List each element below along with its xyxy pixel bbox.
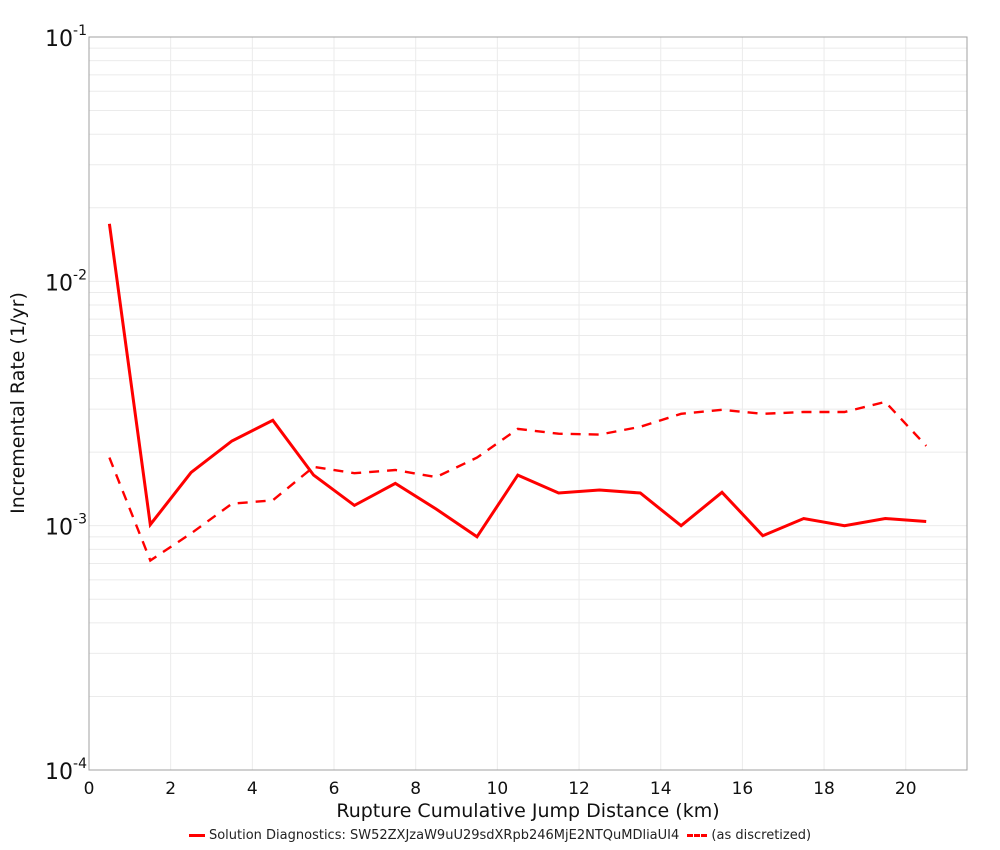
legend-label-discretized: (as discretized) [711,828,812,843]
x-tick-label: 20 [895,779,917,799]
y-tick-label: 10-3 [45,512,87,541]
legend: Solution Diagnostics: SW52ZXJzaW9uU29sdX… [0,826,1000,843]
solid-line-swatch-icon [188,834,205,837]
plot-frame [88,36,968,771]
x-tick-label: 4 [247,779,258,799]
x-tick-label: 14 [650,779,672,799]
dashed-line-swatch-icon [687,834,708,837]
legend-item-discretized: (as discretized) [687,828,811,843]
y-axis-label: Incremental Rate (1/yr) [7,292,29,514]
x-tick-label: 6 [329,779,340,799]
x-tick-label: 12 [568,779,590,799]
x-tick-label: 2 [165,779,176,799]
x-tick-label: 18 [813,779,835,799]
legend-item-solution: Solution Diagnostics: SW52ZXJzaW9uU29sdX… [188,828,680,843]
x-tick-label: 8 [410,779,421,799]
x-tick-label: 16 [732,779,754,799]
series-line-solution [107,223,927,539]
x-tick-label: 0 [84,779,95,799]
series-line-discretized [108,400,928,563]
y-tick-label: 10-4 [45,756,87,785]
y-tick-label: 10-2 [45,267,87,296]
y-tick-label: 10-1 [45,23,87,52]
legend-label-solution: Solution Diagnostics: SW52ZXJzaW9uU29sdX… [208,828,680,843]
x-axis-label: Rupture Cumulative Jump Distance (km) [336,800,720,822]
x-tick-label: 10 [487,779,509,799]
